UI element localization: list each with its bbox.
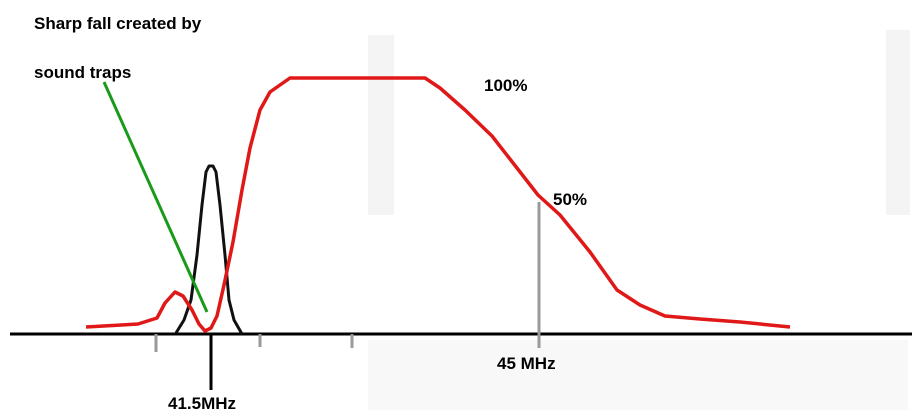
label-100-percent: 100% — [484, 76, 528, 95]
label-41-5mhz: 41.5MHz — [168, 394, 237, 413]
if-response-curve — [85, 76, 791, 333]
background-artifact — [368, 35, 394, 215]
annotation-pointer — [102, 81, 209, 313]
background-artifact — [368, 340, 908, 410]
annotation-text-line2: sound traps — [34, 63, 132, 82]
sound-carrier-peak — [174, 164, 244, 335]
background-artifact — [886, 30, 910, 215]
label-45mhz: 45 MHz — [497, 354, 556, 373]
annotation-text-line1: Sharp fall created by — [34, 14, 202, 33]
label-50-percent: 50% — [553, 190, 588, 209]
